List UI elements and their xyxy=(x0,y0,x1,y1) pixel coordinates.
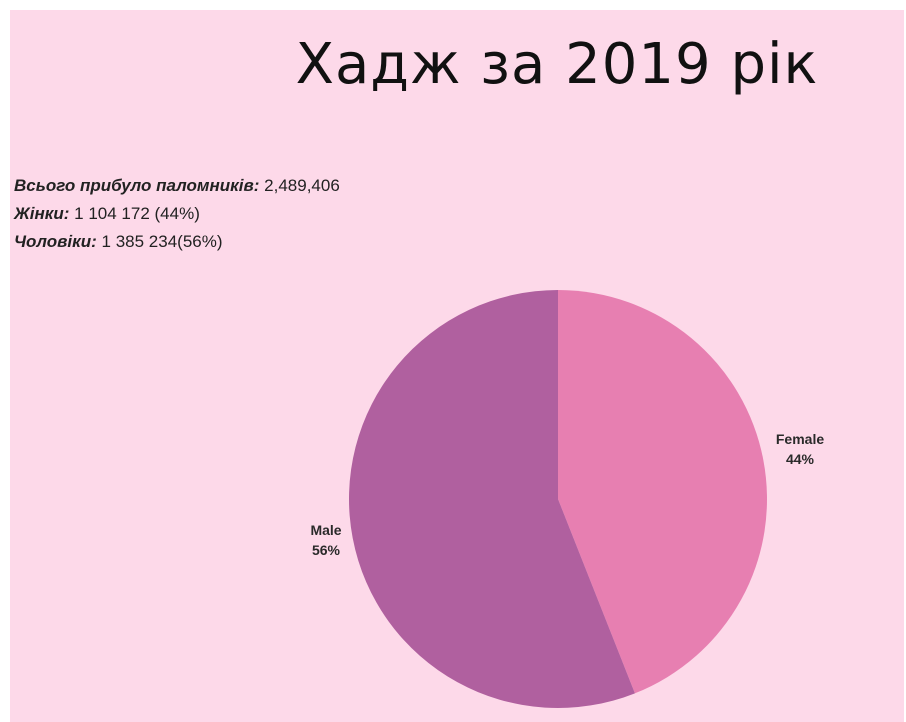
page-title: Хадж за 2019 рік xyxy=(295,32,819,97)
stat-men-value: 1 385 234(56%) xyxy=(101,232,223,251)
stat-men-label: Чоловіки: xyxy=(14,232,97,251)
slice-percent-male: 56% xyxy=(312,542,341,558)
slice-label-female: Female xyxy=(776,431,824,447)
pie-chart: Female 44% Male 56% xyxy=(310,290,824,708)
stat-women-value: 1 104 172 (44%) xyxy=(74,204,200,223)
stats-block: Всього прибуло паломників: 2,489,406 Жін… xyxy=(14,172,340,256)
pie-slice-male xyxy=(349,290,635,708)
stat-total-value: 2,489,406 xyxy=(264,176,340,195)
slice-label-male: Male xyxy=(310,522,341,538)
stat-total: Всього прибуло паломників: 2,489,406 xyxy=(14,172,340,200)
stat-women: Жінки: 1 104 172 (44%) xyxy=(14,200,340,228)
stat-total-label: Всього прибуло паломників: xyxy=(14,176,260,195)
stat-men: Чоловіки: 1 385 234(56%) xyxy=(14,228,340,256)
pie-slice-female xyxy=(558,290,767,694)
slice-percent-female: 44% xyxy=(786,451,815,467)
slide: Хадж за 2019 рік Всього прибуло паломник… xyxy=(10,10,904,722)
stat-women-label: Жінки: xyxy=(14,204,70,223)
